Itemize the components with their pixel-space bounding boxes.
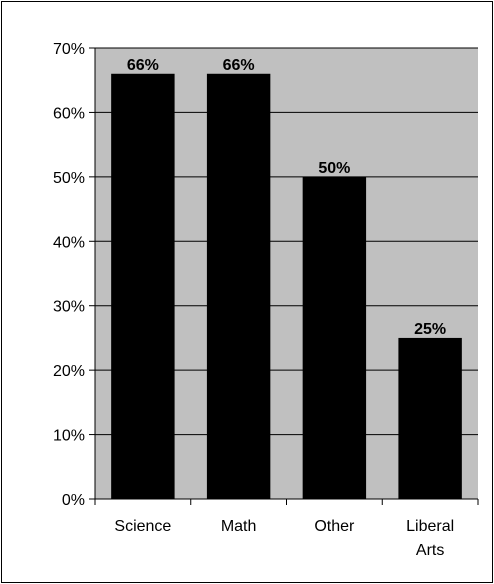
y-tick-label: 20% [53,363,85,380]
y-tick-label: 0% [62,492,85,509]
x-axis-ticks [94,499,479,505]
y-tick-label: 10% [53,428,85,445]
x-tick-label-line: Math [221,518,257,535]
bar-other [302,176,367,499]
x-tick-label-line: Science [114,518,171,535]
x-axis-tick-labels: Science Math Other Liberal Arts [114,518,454,559]
x-tick-label-line: Arts [416,542,444,559]
x-tick-label: Liberal Arts [406,518,454,559]
y-tick-label: 40% [53,234,85,251]
data-label: 25% [414,321,446,338]
y-tick-label: 60% [53,105,85,122]
data-labels: 66% 66% 50% 25% [127,57,446,338]
bar-liberal-arts [398,337,462,499]
data-label: 66% [223,57,255,74]
bar-science [111,73,175,500]
y-axis-ticks: 0% 10% 20% 30% 40% 50% 60% 70% [53,41,95,509]
y-tick-label: 50% [53,170,85,187]
y-tick-label: 30% [53,299,85,316]
data-label: 50% [318,160,350,177]
bar-math [206,73,271,500]
x-tick-label: Math [221,518,257,535]
x-tick-label-line: Liberal [406,518,454,535]
x-tick-label: Other [314,518,355,535]
y-tick-label: 70% [53,41,85,58]
data-label: 66% [127,57,159,74]
bars [111,73,462,500]
x-tick-label: Science [114,518,171,535]
x-tick-label-line: Other [314,518,355,535]
